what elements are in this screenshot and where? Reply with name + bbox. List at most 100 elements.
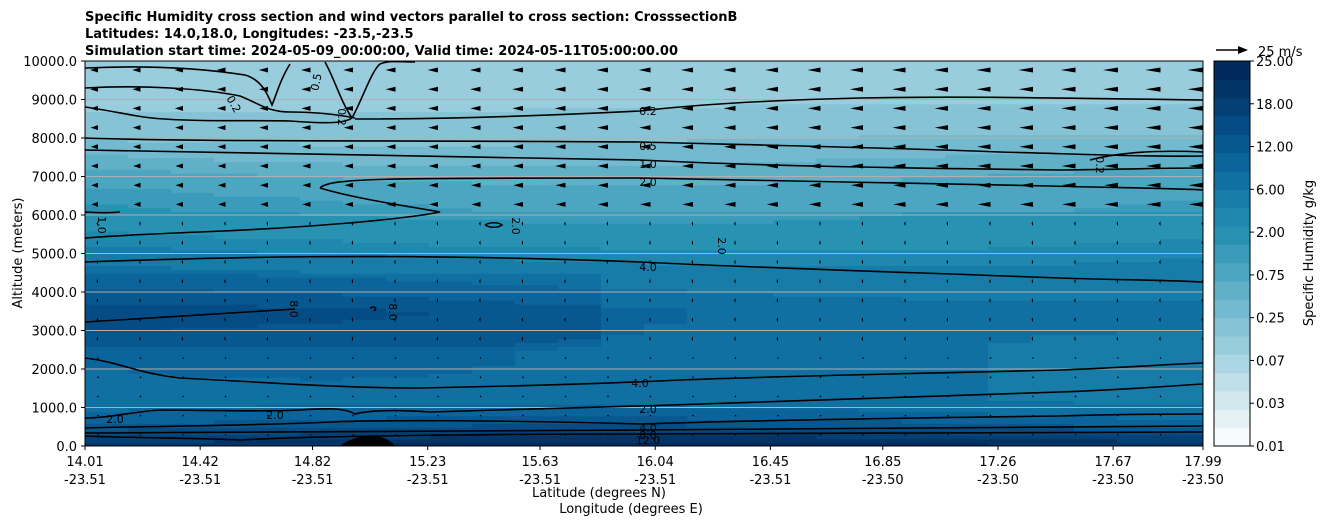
- wind-vector: [90, 105, 98, 111]
- wind-vector: [734, 376, 737, 379]
- contour-band-cell: [558, 395, 602, 401]
- contour-band-cell: [515, 372, 559, 378]
- contour-band-cell: [171, 99, 215, 105]
- contour-band-cell: [902, 353, 946, 359]
- contour-band-cell: [773, 195, 817, 201]
- contour-line: [369, 306, 377, 312]
- contour-band-cell: [128, 222, 172, 228]
- contour-band-cell: [257, 261, 301, 267]
- contour-band-cell: [1117, 280, 1161, 286]
- contour-band-cell: [687, 353, 731, 359]
- contour-band-cell: [472, 222, 516, 228]
- contour-band-cell: [429, 284, 473, 290]
- wind-vector: [597, 125, 608, 131]
- wind-vector: [1117, 376, 1119, 379]
- contour-band-cell: [128, 134, 172, 139]
- contour-band-cell: [730, 268, 774, 274]
- contour-band-cell: [128, 168, 172, 174]
- contour-band-cell: [945, 419, 989, 424]
- wind-vector: [521, 278, 523, 284]
- wind-vector: [649, 221, 651, 227]
- contour-band-cell: [601, 330, 645, 336]
- contour-band-cell: [730, 103, 774, 109]
- contour-band-cell: [343, 311, 387, 317]
- contour-band-cell: [515, 369, 559, 374]
- contour-band-cell: [601, 230, 645, 236]
- contour-band-cell: [945, 203, 989, 209]
- contour-band-cell: [601, 407, 645, 413]
- contour-band-cell: [472, 349, 516, 355]
- contour-band-cell: [1160, 288, 1203, 293]
- contour-band-cell: [988, 353, 1032, 359]
- contour-band-cell: [386, 72, 430, 78]
- contour-band-cell: [128, 241, 172, 247]
- contour-band-cell: [687, 138, 731, 143]
- wind-vector: [819, 357, 822, 359]
- contour-band-cell: [429, 380, 473, 386]
- contour-band-cell: [472, 268, 516, 274]
- contour-band-cell: [300, 199, 344, 205]
- wind-vector: [1061, 144, 1076, 150]
- wind-vector: [479, 240, 481, 246]
- contour-band-cell: [429, 399, 473, 405]
- contour-band-cell: [300, 161, 344, 166]
- contour-band-cell: [644, 103, 688, 109]
- wind-vector: [989, 434, 992, 436]
- contour-band-cell: [515, 203, 559, 209]
- contour-band-cell: [859, 257, 903, 263]
- contour-band-cell: [85, 218, 129, 224]
- contour-band-cell: [773, 380, 817, 386]
- contour-band-cell: [472, 361, 516, 367]
- contour-band-cell: [644, 211, 688, 216]
- contour-line: [85, 413, 1203, 429]
- contour-band-cell: [558, 238, 602, 243]
- contour-band-cell: [730, 61, 774, 66]
- contour-band-cell: [601, 295, 645, 301]
- contour-band-cell: [644, 91, 688, 97]
- contour-band-cell: [214, 365, 258, 370]
- wind-vector: [724, 182, 736, 188]
- wind-vector: [934, 144, 948, 150]
- colorbar-tick-label: 0.75: [1256, 269, 1285, 284]
- wind-vector: [394, 297, 396, 303]
- contour-band-cell: [1160, 442, 1203, 446]
- contour-band-cell: [429, 322, 473, 328]
- contour-band-cell: [472, 64, 516, 70]
- contour-band-cell: [171, 307, 215, 313]
- contour-band-cell: [515, 226, 559, 232]
- contour-band-cell: [859, 61, 903, 66]
- contour-band-cell: [1031, 176, 1075, 182]
- contour-band-cell: [644, 257, 688, 263]
- contour-band-cell: [687, 326, 731, 332]
- wind-vector: [989, 240, 991, 246]
- contour-band-cell: [601, 191, 645, 197]
- wind-vector: [139, 376, 142, 379]
- contour-band-cell: [1031, 315, 1075, 320]
- contour-band-cell: [902, 295, 946, 301]
- contour-band-cell: [1160, 138, 1203, 143]
- contour-band-cell: [343, 380, 387, 386]
- contour-band-cell: [730, 388, 774, 394]
- contour-band-cell: [644, 241, 688, 247]
- contour-band-cell: [816, 91, 860, 97]
- contour-band-cell: [558, 195, 602, 201]
- contour-band-cell: [386, 107, 430, 113]
- contour-band-cell: [300, 118, 344, 124]
- wind-vector: [309, 434, 312, 436]
- wind-vector: [724, 201, 736, 207]
- contour-band-cell: [773, 114, 817, 120]
- contour-band-cell: [472, 234, 516, 240]
- contour-band-cell: [343, 103, 387, 109]
- contour-band-cell: [558, 411, 602, 417]
- contour-band-cell: [300, 176, 344, 182]
- contour-band-cell: [171, 365, 215, 370]
- contour-band-cell: [343, 168, 387, 174]
- contour-band-cell: [773, 268, 817, 274]
- contour-band-cell: [343, 188, 387, 193]
- wind-vector: [386, 144, 396, 150]
- contour-band-cell: [472, 103, 516, 109]
- contour-band-cell: [687, 91, 731, 97]
- wind-vector: [139, 240, 141, 246]
- contour-band-cell: [558, 141, 602, 147]
